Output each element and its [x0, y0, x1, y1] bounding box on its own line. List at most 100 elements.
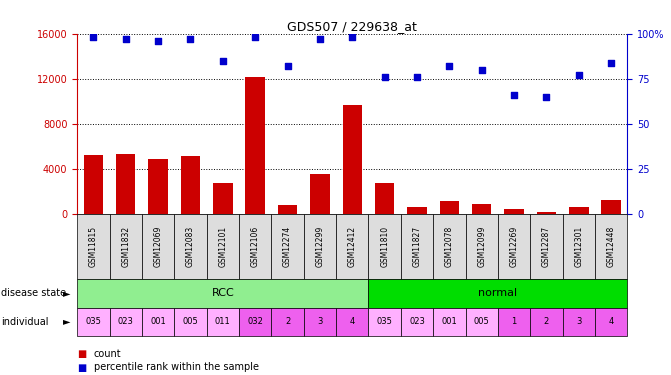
Text: 001: 001 [442, 317, 457, 326]
Text: GSM11827: GSM11827 [413, 226, 421, 267]
Text: count: count [94, 350, 121, 359]
Text: 005: 005 [183, 317, 199, 326]
Text: GSM12099: GSM12099 [477, 226, 486, 267]
Text: 023: 023 [118, 317, 134, 326]
Bar [530, 214, 563, 279]
Text: ■: ■ [77, 350, 87, 359]
Bar [595, 308, 627, 336]
Bar [336, 214, 368, 279]
Text: GSM12101: GSM12101 [218, 226, 227, 267]
Bar [530, 308, 563, 336]
Text: 023: 023 [409, 317, 425, 326]
Bar [466, 214, 498, 279]
Bar [304, 214, 336, 279]
Text: GSM11815: GSM11815 [89, 226, 98, 267]
Text: 011: 011 [215, 317, 231, 326]
Bar [440, 201, 459, 214]
Text: ►: ► [63, 316, 71, 327]
Text: RCC: RCC [211, 288, 234, 298]
Bar [142, 308, 174, 336]
Bar [207, 308, 239, 336]
Bar [595, 214, 627, 279]
Point [217, 58, 228, 64]
Bar [368, 214, 401, 279]
Text: 032: 032 [247, 317, 263, 326]
Bar [77, 308, 109, 336]
Bar [401, 214, 433, 279]
Bar [239, 214, 271, 279]
Bar [77, 214, 109, 279]
Text: ►: ► [63, 288, 71, 298]
Point [444, 63, 455, 69]
Text: GSM12287: GSM12287 [542, 226, 551, 267]
Bar [375, 183, 395, 214]
Point [153, 38, 164, 44]
Bar [174, 214, 207, 279]
Text: 3: 3 [576, 317, 582, 326]
Text: GSM12299: GSM12299 [315, 226, 324, 267]
Bar [310, 174, 329, 214]
Text: individual: individual [1, 316, 49, 327]
Bar [304, 308, 336, 336]
Bar [498, 308, 530, 336]
Text: GSM12269: GSM12269 [509, 226, 519, 267]
Point [347, 34, 358, 40]
Bar [142, 214, 174, 279]
Text: GSM12069: GSM12069 [154, 226, 162, 267]
Bar [563, 308, 595, 336]
Bar [466, 308, 498, 336]
Text: GSM11810: GSM11810 [380, 226, 389, 267]
Bar [569, 207, 588, 214]
Text: disease state: disease state [1, 288, 66, 298]
Bar [601, 200, 621, 214]
Bar [271, 308, 304, 336]
Bar [180, 156, 200, 214]
Text: 2: 2 [285, 317, 290, 326]
Text: GSM12106: GSM12106 [251, 226, 260, 267]
Bar [537, 211, 556, 214]
Text: GSM12083: GSM12083 [186, 226, 195, 267]
Text: 035: 035 [85, 317, 101, 326]
Bar [472, 204, 491, 214]
Bar [109, 308, 142, 336]
Text: 4: 4 [350, 317, 355, 326]
Bar [407, 207, 427, 214]
Text: 005: 005 [474, 317, 490, 326]
Text: ■: ■ [77, 363, 87, 372]
Point [574, 72, 584, 78]
Bar [174, 308, 207, 336]
Bar [343, 105, 362, 214]
Text: 4: 4 [609, 317, 614, 326]
Bar [498, 214, 530, 279]
Text: GSM11832: GSM11832 [121, 226, 130, 267]
Text: GSM12078: GSM12078 [445, 226, 454, 267]
Point [606, 60, 617, 66]
Bar [213, 183, 233, 214]
Bar [77, 279, 368, 308]
Text: GSM12274: GSM12274 [283, 226, 292, 267]
Point [88, 34, 99, 40]
Bar [336, 308, 368, 336]
Text: GSM12301: GSM12301 [574, 226, 583, 267]
Bar [401, 308, 433, 336]
Bar [433, 214, 466, 279]
Point [541, 94, 552, 100]
Text: 2: 2 [544, 317, 549, 326]
Text: GSM12412: GSM12412 [348, 226, 357, 267]
Text: percentile rank within the sample: percentile rank within the sample [94, 363, 259, 372]
Bar [239, 308, 271, 336]
Text: 001: 001 [150, 317, 166, 326]
Bar [246, 76, 265, 214]
Point [282, 63, 293, 69]
Bar [563, 214, 595, 279]
Text: 035: 035 [376, 317, 393, 326]
Text: normal: normal [478, 288, 517, 298]
Point [185, 36, 196, 42]
Bar [368, 308, 401, 336]
Point [315, 36, 325, 42]
Point [120, 36, 131, 42]
Text: 3: 3 [317, 317, 323, 326]
Point [509, 92, 519, 98]
Bar [109, 214, 142, 279]
Bar [505, 209, 524, 214]
